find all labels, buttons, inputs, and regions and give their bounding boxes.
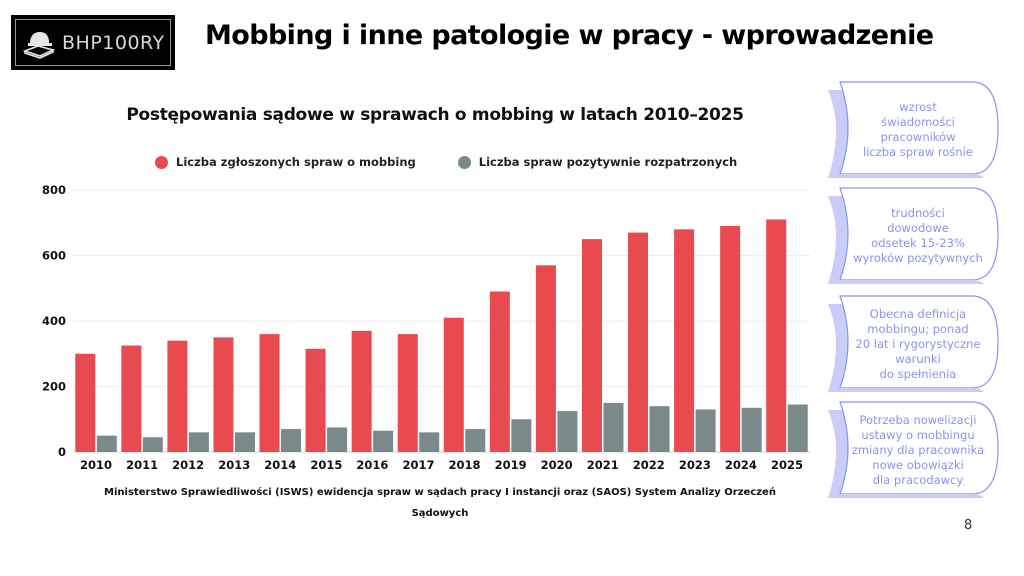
side-note-card: Potrzeba nowelizacji ustawy o mobbingu z… — [822, 398, 1002, 502]
bar-reported — [720, 226, 741, 452]
legend-dot-red-icon — [155, 155, 168, 169]
x-tick-label: 2012 — [172, 458, 204, 472]
bar-positive — [142, 437, 163, 452]
x-tick-label: 2023 — [679, 458, 711, 472]
legend-item-positive: Liczba spraw pozytywnie rozpatrzonych — [457, 155, 738, 169]
x-tick-label: 2017 — [402, 458, 434, 472]
chart-title: Postępowania sądowe w sprawach o mobbing… — [126, 105, 744, 125]
x-tick-label: 2016 — [356, 458, 388, 472]
bar-reported — [397, 334, 418, 452]
legend-item-reported: Liczba zgłoszonych spraw o mobbing — [155, 155, 416, 169]
bar-reported — [443, 317, 464, 452]
page-number: 8 — [964, 518, 973, 533]
side-note-text: trudności dowodowe odsetek 15-23% wyrokó… — [853, 206, 983, 265]
bar-positive — [234, 432, 255, 452]
legend-label-reported: Liczba zgłoszonych spraw o mobbing — [176, 155, 416, 169]
bar-positive — [373, 430, 394, 452]
bar-reported — [535, 265, 556, 452]
chart-legend: Liczba zgłoszonych spraw o mobbing Liczb… — [155, 155, 737, 169]
side-note-text: Potrzeba nowelizacji ustawy o mobbingu z… — [851, 412, 985, 487]
bar-positive — [603, 402, 624, 452]
y-tick-label: 600 — [42, 249, 66, 263]
x-tick-label: 2011 — [126, 458, 158, 472]
side-note-card: wzrost świadomości pracowników liczba sp… — [822, 78, 1002, 182]
scroll-shape-icon — [826, 81, 999, 178]
legend-dot-gray-icon — [457, 155, 471, 169]
bar-positive — [695, 409, 716, 452]
logo-text: BHP100RY — [62, 31, 165, 54]
x-tick-label: 2020 — [541, 458, 573, 472]
bar-positive — [787, 404, 808, 452]
scroll-shape-icon — [826, 187, 999, 284]
side-note-text: wzrost świadomości pracowników liczba sp… — [863, 100, 973, 159]
source-note: Ministerstwo Sprawiedliwości (ISWS) ewid… — [104, 487, 776, 519]
bar-positive — [419, 432, 440, 452]
bar-reported — [581, 239, 602, 452]
bar-reported — [213, 337, 234, 452]
x-tick-label: 2015 — [310, 458, 342, 472]
bar-reported — [489, 291, 510, 452]
side-note-card: Obecna definicja mobbingu; ponad 20 lat … — [822, 292, 1002, 396]
bar-positive — [649, 406, 670, 452]
side-note-text: Obecna definicja mobbingu; ponad 20 lat … — [855, 306, 981, 381]
bar-reported — [121, 345, 142, 452]
bar-positive — [281, 429, 302, 452]
y-tick-label: 200 — [42, 380, 66, 394]
bar-reported — [674, 229, 695, 452]
bar-reported — [259, 334, 280, 452]
bar-positive — [741, 407, 762, 452]
scroll-shape-icon — [826, 401, 999, 498]
bar-reported — [766, 219, 787, 452]
x-tick-label: 2013 — [218, 458, 250, 472]
bar-reported — [351, 330, 372, 452]
side-note-card: trudności dowodowe odsetek 15-23% wyrokó… — [822, 184, 1002, 288]
x-tick-label: 2022 — [633, 458, 665, 472]
bar-positive — [96, 435, 117, 452]
hard-hat-book-icon — [22, 31, 56, 59]
x-tick-label: 2021 — [587, 458, 619, 472]
bar-positive — [188, 432, 209, 452]
bar-reported — [628, 232, 649, 452]
legend-label-positive: Liczba spraw pozytywnie rozpatrzonych — [478, 155, 738, 169]
slide-title: Mobbing i inne patologie w pracy - wprow… — [205, 20, 934, 51]
bar-positive — [557, 411, 578, 452]
x-tick-label: 2010 — [80, 458, 112, 472]
bar-chart: 0 200 400 600 800 2010 2011 2012 2013 2014 2015 201… — [42, 183, 810, 472]
logo: BHP100RY — [11, 15, 175, 70]
x-tick-label: 2019 — [495, 458, 527, 472]
y-tick-label: 800 — [42, 183, 66, 197]
bar-reported — [75, 353, 96, 452]
bar-positive — [465, 429, 486, 452]
bar-reported — [305, 348, 326, 452]
bar-positive — [327, 427, 348, 452]
y-tick-label: 0 — [58, 445, 66, 459]
x-tick-label: 2018 — [449, 458, 481, 472]
x-tick-label: 2014 — [264, 458, 296, 472]
x-tick-label: 2025 — [771, 458, 803, 472]
bar-reported — [167, 340, 188, 452]
bar-positive — [511, 419, 532, 452]
y-tick-label: 400 — [42, 314, 66, 328]
x-tick-label: 2024 — [725, 458, 757, 472]
scroll-shape-icon — [826, 295, 999, 392]
